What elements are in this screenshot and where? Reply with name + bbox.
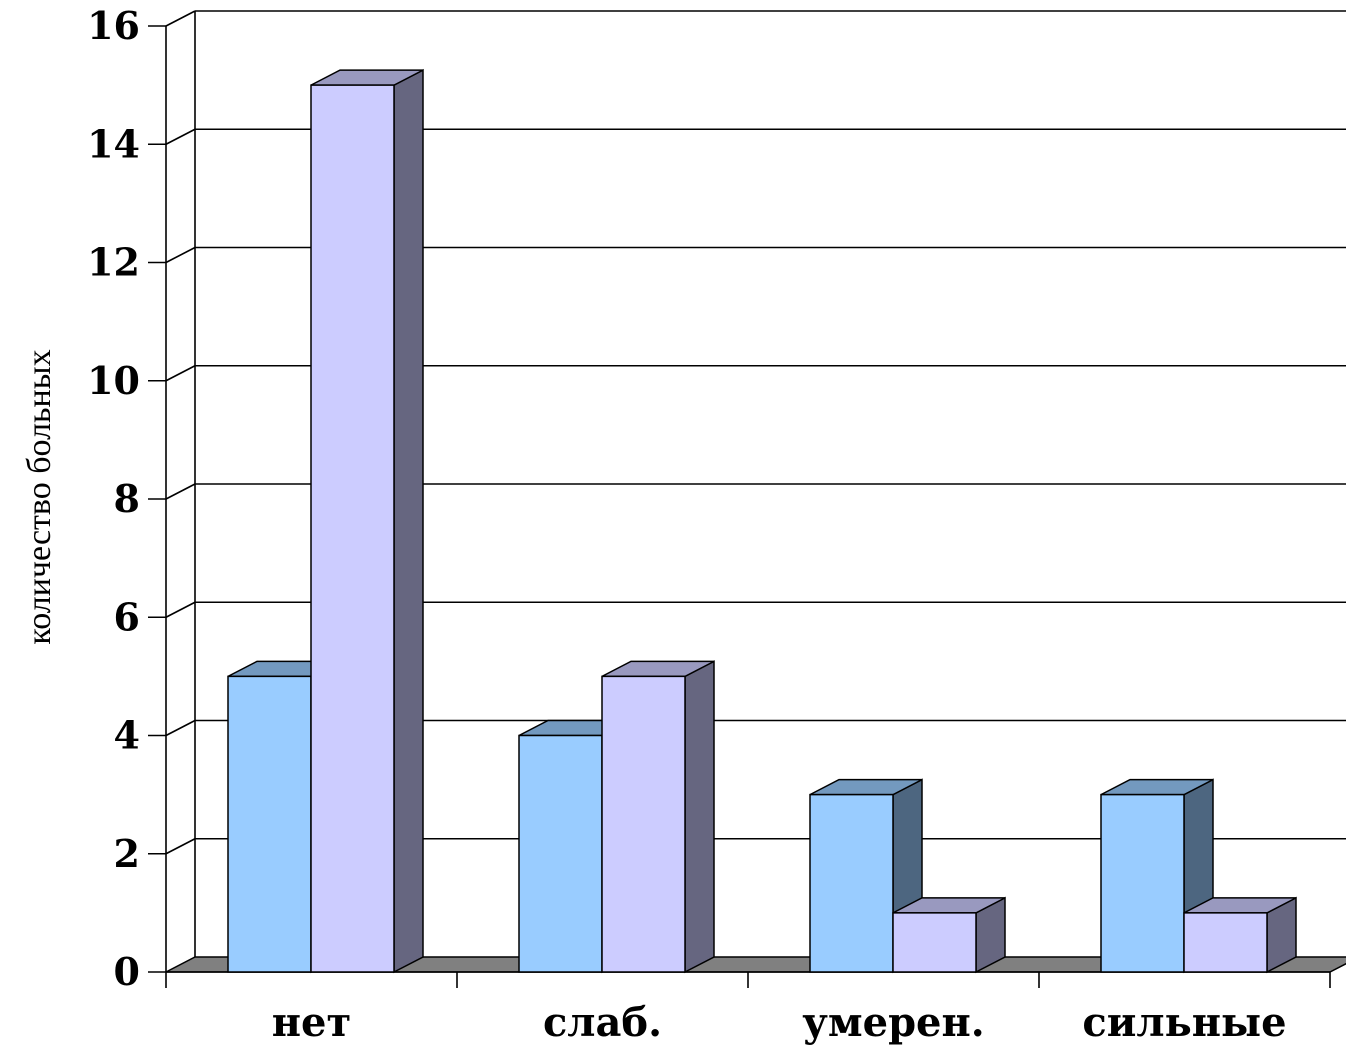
- y-tick-label: 8: [114, 476, 140, 521]
- gridline-side: [165, 601, 196, 618]
- bar-front: [809, 793, 894, 973]
- bar-front: [892, 912, 977, 973]
- y-tick-label: 10: [87, 358, 140, 403]
- gridline-side: [165, 838, 196, 855]
- y-tick-label: 2: [114, 831, 140, 876]
- gridline-side: [165, 483, 196, 500]
- bar-front: [310, 84, 395, 973]
- labels: 0 2 4 6 8 10 12 14 16 нет слаб. умерен. сильные: [87, 3, 1286, 1046]
- bar: [310, 68, 424, 974]
- bar-front: [1100, 793, 1185, 973]
- gridline-side: [165, 719, 196, 737]
- bar-side: [684, 660, 715, 974]
- bar: [892, 896, 1006, 974]
- y-tick-label: 4: [114, 713, 140, 758]
- bar-front: [1183, 912, 1268, 973]
- y-tick-label: 12: [87, 240, 140, 285]
- x-category-label: нет: [272, 999, 352, 1046]
- bar-side: [393, 68, 424, 974]
- bar-front: [518, 734, 603, 973]
- y-tick-label: 6: [114, 594, 140, 639]
- bar-front: [601, 675, 686, 973]
- gridline-side: [165, 128, 196, 145]
- gridline-side: [165, 10, 196, 27]
- y-tick-label: 16: [87, 3, 140, 48]
- bar: [601, 660, 715, 974]
- y-axis-title: количество больных: [21, 349, 58, 644]
- x-category-label: слаб.: [543, 999, 662, 1046]
- bar-front: [227, 675, 312, 973]
- x-category-label: умерен.: [802, 999, 984, 1046]
- x-category-label: сильные: [1082, 999, 1286, 1046]
- y-tick-label: 0: [114, 949, 140, 994]
- bar: [1100, 778, 1214, 974]
- gridline-side: [165, 365, 196, 382]
- gridline-side: [165, 246, 196, 264]
- bar: [1183, 896, 1297, 974]
- bars: [227, 68, 1297, 974]
- y-tick-label: 14: [87, 121, 140, 166]
